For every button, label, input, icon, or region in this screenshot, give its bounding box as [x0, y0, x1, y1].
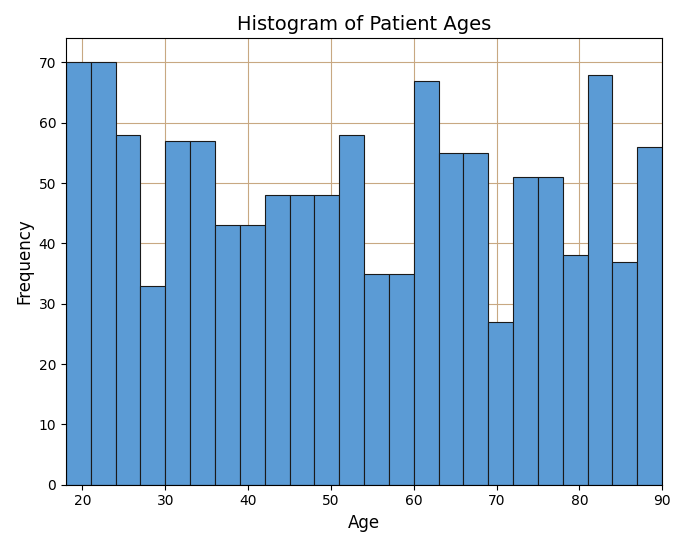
Bar — [438, 153, 464, 485]
Bar — [314, 195, 339, 485]
Bar — [141, 286, 165, 485]
Bar — [91, 62, 116, 485]
Bar — [66, 62, 91, 485]
Bar — [339, 135, 364, 485]
Bar — [265, 195, 289, 485]
Bar — [364, 274, 389, 485]
Bar — [389, 274, 414, 485]
Bar — [488, 322, 513, 485]
Bar — [464, 153, 488, 485]
Bar — [538, 177, 563, 485]
Bar — [414, 80, 438, 485]
Bar — [563, 255, 588, 485]
Bar — [513, 177, 538, 485]
Bar — [637, 147, 662, 485]
Bar — [240, 225, 265, 485]
Bar — [613, 261, 637, 485]
Title: Histogram of Patient Ages: Histogram of Patient Ages — [237, 15, 491, 34]
Bar — [588, 74, 613, 485]
Bar — [116, 135, 141, 485]
Bar — [289, 195, 314, 485]
Bar — [215, 225, 240, 485]
Bar — [190, 141, 215, 485]
Bar — [165, 141, 190, 485]
Y-axis label: Frequency: Frequency — [15, 219, 33, 304]
X-axis label: Age: Age — [348, 514, 380, 532]
